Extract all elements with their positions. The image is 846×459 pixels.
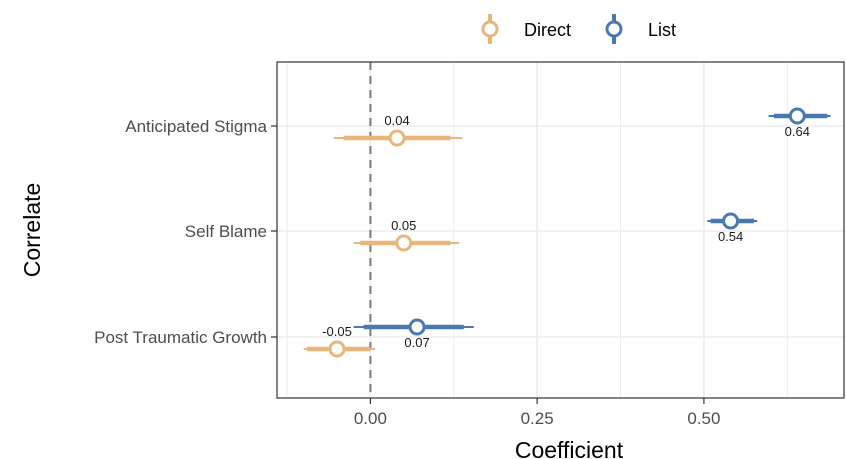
direct-anticipated-stigma-point	[388, 129, 406, 147]
list-post-traumatic-growth-label: 0.07	[404, 335, 429, 350]
y-tick-label-post-traumatic-growth: Post Traumatic Growth	[94, 328, 267, 347]
y-tick-label-self-blame: Self Blame	[185, 222, 267, 241]
legend-label-direct: Direct	[524, 20, 571, 40]
x-axis: 0.00 0.25 0.50	[354, 398, 720, 428]
direct-post-traumatic-growth-point	[328, 340, 346, 358]
legend-label-list: List	[648, 20, 676, 40]
plot-panel	[277, 62, 844, 398]
legend: Direct List	[481, 14, 676, 44]
list-self-blame-label: 0.54	[718, 229, 743, 244]
direct-anticipated-stigma-label: 0.04	[384, 113, 409, 128]
y-axis: Anticipated Stigma Self Blame Post Traumat…	[94, 117, 277, 347]
legend-key-list	[605, 14, 623, 44]
x-tick-label: 0.50	[687, 409, 720, 428]
plot-border	[276, 61, 845, 399]
list-post-traumatic-growth-point	[408, 318, 426, 336]
direct-self-blame-label: 0.05	[391, 218, 416, 233]
x-tick-label: 0.00	[354, 409, 387, 428]
x-tick-label: 0.25	[521, 409, 554, 428]
y-tick-label-anticipated-stigma: Anticipated Stigma	[125, 117, 267, 136]
direct-self-blame-point	[395, 234, 413, 252]
list-anticipated-stigma-label: 0.64	[785, 124, 810, 139]
list-anticipated-stigma-point	[788, 107, 806, 125]
y-axis-title: Correlate	[19, 183, 45, 278]
legend-key-direct	[481, 14, 499, 44]
data-marks: 0.04 0.05 -0.05 0.64 0.54 0.07	[303, 107, 831, 358]
list-self-blame-point	[722, 212, 740, 230]
x-axis-title: Coefficient	[515, 437, 624, 459]
direct-post-traumatic-growth-label: -0.05	[322, 324, 352, 339]
